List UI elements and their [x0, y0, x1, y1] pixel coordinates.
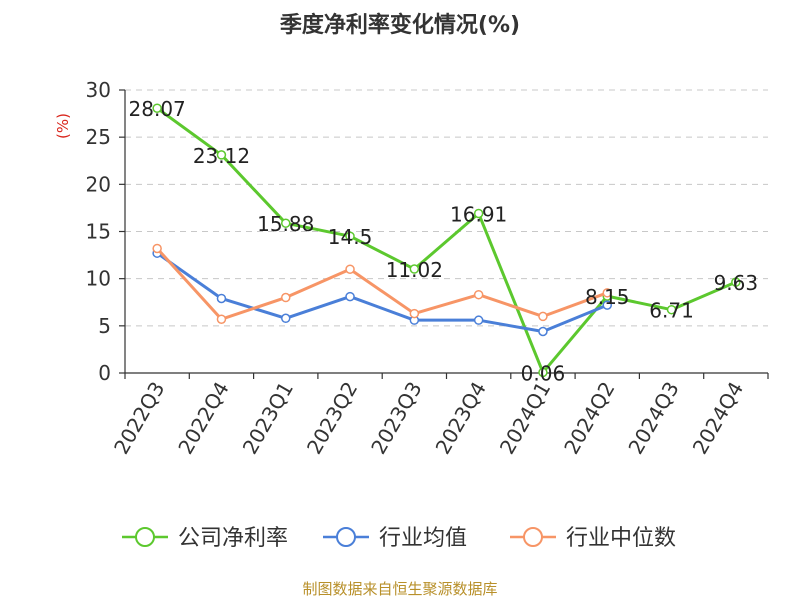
- legend-marker: [523, 527, 543, 547]
- data-point: [216, 293, 227, 304]
- data-point: [152, 243, 162, 254]
- x-tick-label: 2024Q2: [559, 378, 619, 459]
- data-point: [473, 289, 484, 300]
- x-tick-label: 2023Q3: [366, 378, 426, 459]
- source-note: 制图数据来自恒生聚源数据库: [302, 580, 497, 598]
- data-point: [473, 208, 484, 219]
- data-point: [216, 150, 227, 160]
- data-point: [281, 218, 291, 228]
- legend-marker: [135, 527, 155, 547]
- chart-title: 季度净利率变化情况(%): [280, 12, 520, 38]
- data-point: [602, 300, 612, 310]
- x-tick-label: 2022Q4: [173, 378, 233, 459]
- data-point: [731, 277, 741, 287]
- data-point: [538, 367, 548, 378]
- series-line: [156, 247, 608, 321]
- data-point: [602, 288, 612, 298]
- legend-marker: [336, 527, 356, 547]
- x-tick-label: 2024Q4: [688, 378, 748, 459]
- data-point: [345, 291, 355, 302]
- data-point: [152, 103, 162, 113]
- legend-label: 行业均值: [379, 526, 467, 551]
- data-label: 15.88: [257, 212, 314, 236]
- y-tick-label: 5: [98, 314, 111, 338]
- data-label: 8.15: [585, 285, 630, 309]
- y-tick-label: 10: [86, 267, 111, 291]
- data-point: [666, 304, 677, 315]
- data-label: 11.02: [386, 258, 443, 282]
- y-tick-label: 15: [86, 220, 111, 244]
- data-labels: 28.07 23.12 15.88 14.5 11.02 16.91 0.06 8.15 6.7…: [129, 97, 759, 385]
- data-label: 23.12: [193, 144, 250, 168]
- y-axis-label: (%): [54, 113, 72, 139]
- data-point: [281, 292, 291, 303]
- data-point: [281, 313, 291, 324]
- y-tick-label: 20: [86, 172, 111, 196]
- x-tick-label: 2023Q4: [431, 378, 491, 459]
- y-tick-label: 25: [86, 125, 111, 149]
- series-line: [156, 106, 737, 374]
- data-point: [345, 264, 355, 274]
- x-tick-label: 2023Q2: [302, 378, 362, 459]
- data-label: 28.07: [129, 97, 186, 121]
- legend-label: 公司净利率: [178, 526, 288, 551]
- series-layer: [152, 103, 741, 378]
- legend: 公司净利率 行业均值 行业中位数: [122, 526, 676, 551]
- data-point: [473, 315, 484, 325]
- x-tick-label: 2023Q1: [238, 378, 298, 459]
- legend-label: 行业中位数: [566, 526, 676, 551]
- data-point: [538, 326, 548, 337]
- data-point: [409, 308, 420, 319]
- y-tick-label: 30: [86, 78, 111, 102]
- data-point: [216, 314, 227, 324]
- data-label: 9.63: [714, 271, 759, 295]
- x-tick-label: 2024Q3: [623, 378, 683, 459]
- data-point: [345, 231, 355, 241]
- data-label: 14.5: [328, 225, 373, 249]
- grid-lines: [125, 89, 768, 327]
- data-label: 0.06: [521, 361, 566, 385]
- y-tick-label: 0: [98, 361, 111, 385]
- data-label: 6.71: [649, 299, 694, 323]
- data-point: [538, 311, 548, 322]
- series-line: [156, 251, 608, 333]
- data-label: 16.91: [450, 202, 507, 226]
- data-point: [409, 264, 420, 274]
- x-tick-label: 2024Q1: [495, 378, 555, 459]
- x-tick-label: 2022Q3: [109, 378, 169, 459]
